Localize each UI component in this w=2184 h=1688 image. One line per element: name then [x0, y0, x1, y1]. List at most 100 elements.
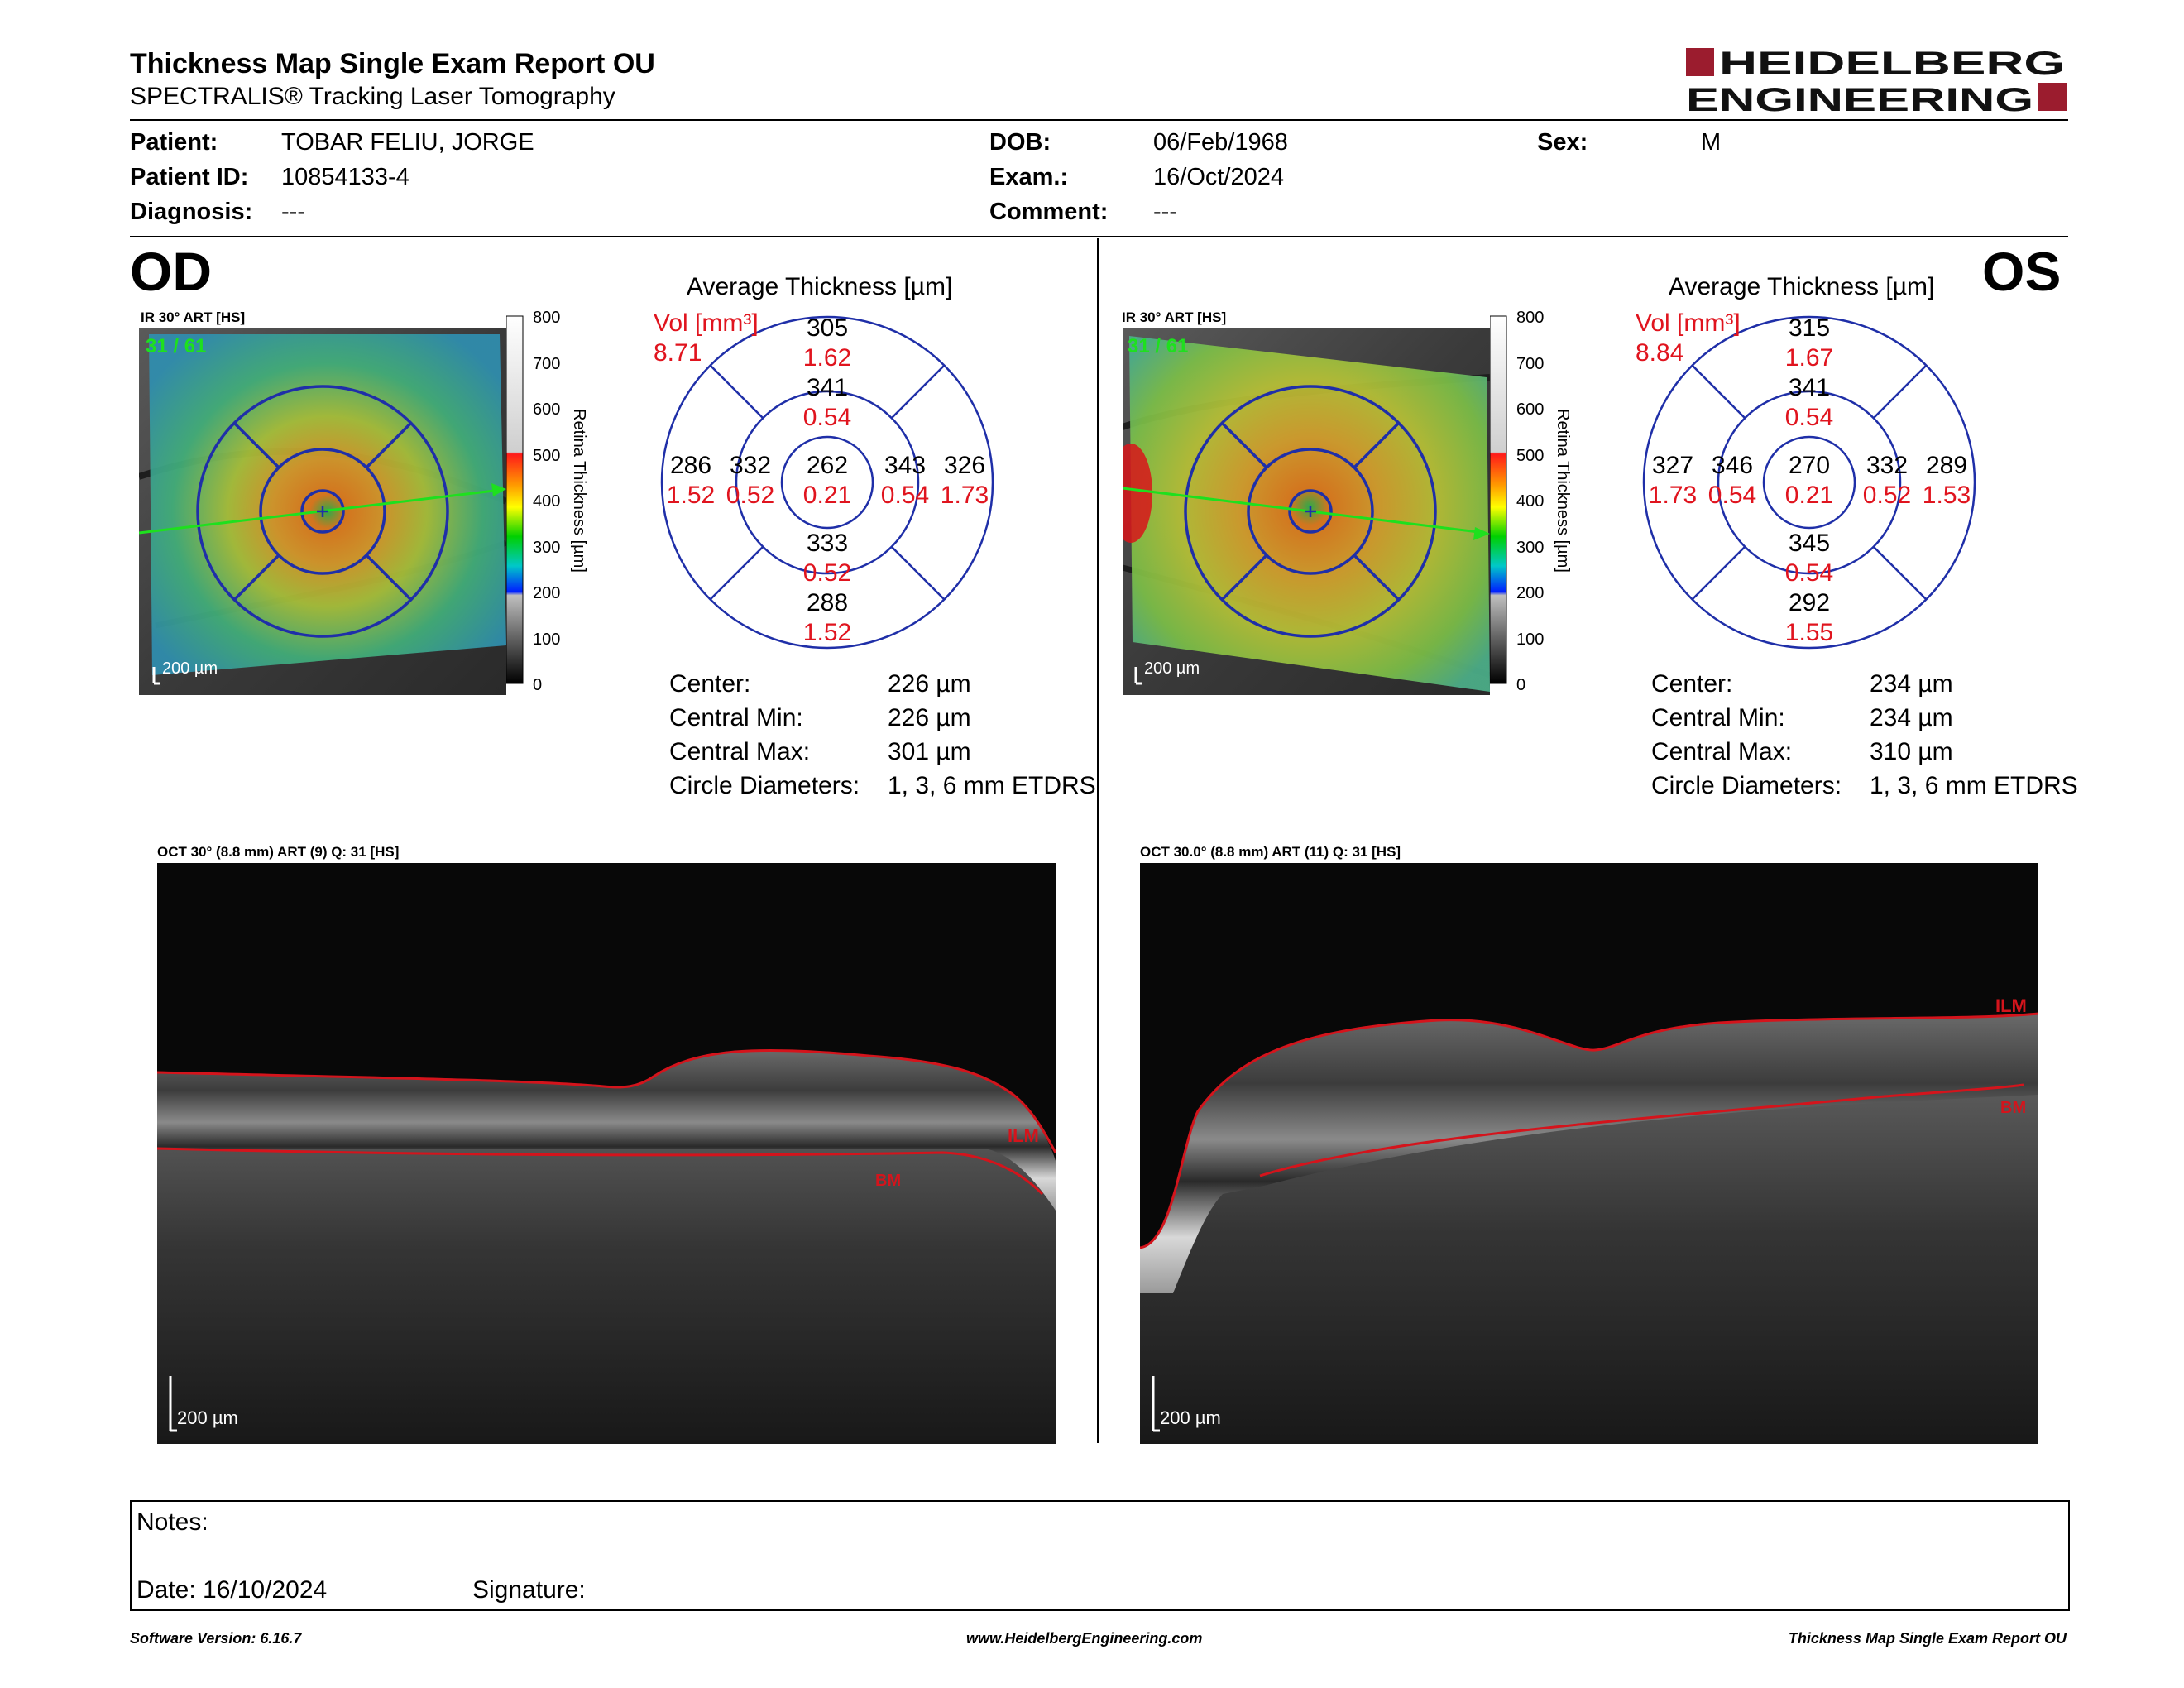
os-central-max-value: 310 µm — [1870, 738, 1953, 765]
od-center-thickness: 262 — [807, 452, 848, 479]
footer-website[interactable]: www.HeidelbergEngineering.com — [966, 1630, 1203, 1647]
sex-value: M — [1701, 129, 1722, 156]
od-colorbar: 800 700 600 500 400 300 200 100 0 Retina… — [506, 311, 588, 692]
os-inner-right-volume: 0.52 — [1863, 482, 1911, 509]
od-fundus-image: 31 / 61 200 µm — [139, 328, 506, 695]
os-outer-right-thickness: 289 — [1926, 452, 1967, 479]
os-fundus-image: 31 / 61 200 µm — [1123, 328, 1490, 695]
od-central-min-label: Central Min: — [669, 704, 803, 731]
os-oct-caption: OCT 30.0° (8.8 mm) ART (11) Q: 31 [HS] — [1140, 844, 1401, 860]
od-tick-400: 400 — [533, 492, 560, 511]
heidelberg-logo: HEIDELBERG ENGINEERING — [1686, 46, 2067, 116]
os-inner-left-volume: 0.54 — [1708, 482, 1756, 509]
od-oct-bscan: ILM BM 200 µm — [157, 863, 1056, 1444]
od-inner-inf-thickness: 333 — [807, 530, 848, 557]
diagnosis-value: --- — [281, 199, 305, 225]
od-counter: 31 / 61 — [146, 335, 206, 357]
os-tick-200: 200 — [1516, 584, 1544, 602]
notes-label: Notes: — [136, 1508, 208, 1536]
od-avg-title: Average Thickness [µm] — [687, 273, 953, 300]
od-oct-scalebar: 200 µm — [177, 1407, 238, 1428]
os-oct-scalebar: 200 µm — [1160, 1407, 1221, 1428]
os-inner-inf-volume: 0.54 — [1785, 559, 1833, 587]
exam-label: Exam.: — [989, 164, 1069, 190]
os-inner-right-thickness: 332 — [1866, 452, 1908, 479]
od-tick-200: 200 — [533, 584, 560, 602]
os-outer-sup-volume: 1.67 — [1785, 344, 1833, 372]
od-colorbar-title: Retina Thickness [µm] — [570, 409, 588, 573]
os-eye-label: OS — [1982, 241, 2062, 302]
od-ilm-label: ILM — [1008, 1125, 1039, 1146]
od-center-volume: 0.21 — [803, 482, 851, 509]
od-inner-sup-volume: 0.54 — [803, 404, 851, 431]
os-colorbar-title: Retina Thickness [µm] — [1554, 409, 1572, 573]
os-bm-label: BM — [2000, 1099, 2026, 1117]
os-etdrs-grid: Vol [mm³] 8.84 315 1.67 341 0.54 327 1.7… — [1636, 309, 1976, 650]
od-center-label: Center: — [669, 670, 751, 698]
od-outer-right-volume: 1.73 — [941, 482, 989, 509]
od-vol-label: Vol [mm³] — [654, 309, 759, 337]
od-tick-100: 100 — [533, 631, 560, 649]
os-center-volume: 0.21 — [1785, 482, 1833, 509]
os-inner-sup-volume: 0.54 — [1785, 404, 1833, 431]
comment-value: --- — [1153, 199, 1177, 225]
os-circle-diam-value: 1, 3, 6 mm ETDRS — [1870, 772, 2078, 799]
os-ir-caption: IR 30° ART [HS] — [1122, 309, 1227, 325]
logo-line2: ENGINEERING — [1686, 82, 2033, 116]
patient-value: TOBAR FELIU, JORGE — [281, 129, 534, 156]
notes-date: Date: 16/10/2024 — [136, 1576, 328, 1604]
dob-label: DOB: — [989, 129, 1051, 156]
os-central-min-label: Central Min: — [1651, 704, 1785, 731]
exam-value: 16/Oct/2024 — [1153, 164, 1284, 190]
od-outer-sup-thickness: 305 — [807, 314, 848, 342]
os-tick-0: 0 — [1516, 676, 1525, 692]
patient-label: Patient: — [130, 129, 218, 156]
footer-software-version: Software Version: 6.16.7 — [130, 1630, 302, 1647]
od-outer-inf-thickness: 288 — [807, 589, 848, 616]
os-center-label: Center: — [1651, 670, 1733, 698]
os-tick-400: 400 — [1516, 492, 1544, 511]
od-oct-caption: OCT 30° (8.8 mm) ART (9) Q: 31 [HS] — [157, 844, 400, 860]
os-outer-sup-thickness: 315 — [1789, 314, 1830, 342]
os-outer-left-thickness: 327 — [1652, 452, 1693, 479]
od-vol-value: 8.71 — [654, 339, 702, 367]
od-outer-sup-volume: 1.62 — [803, 344, 851, 372]
os-center-value: 234 µm — [1870, 670, 1953, 698]
os-tick-700: 700 — [1516, 355, 1544, 373]
od-outer-inf-volume: 1.52 — [803, 619, 851, 646]
od-tick-600: 600 — [533, 400, 560, 419]
os-inner-left-thickness: 346 — [1712, 452, 1753, 479]
od-central-max-value: 301 µm — [888, 738, 971, 765]
os-avg-title: Average Thickness [µm] — [1669, 273, 1935, 300]
od-tick-300: 300 — [533, 539, 560, 557]
od-tick-0: 0 — [533, 676, 542, 692]
os-outer-right-volume: 1.53 — [1923, 482, 1971, 509]
os-central-min-value: 234 µm — [1870, 704, 1953, 731]
os-vol-label: Vol [mm³] — [1636, 309, 1741, 337]
header-divider-top — [130, 119, 2068, 121]
diagnosis-label: Diagnosis: — [130, 199, 253, 225]
dob-value: 06/Feb/1968 — [1153, 129, 1288, 156]
od-inner-sup-thickness: 341 — [807, 374, 848, 401]
od-ir-caption: IR 30° ART [HS] — [141, 309, 246, 325]
os-central-max-label: Central Max: — [1651, 738, 1793, 765]
od-inner-right-volume: 0.54 — [881, 482, 929, 509]
os-center-thickness: 270 — [1789, 452, 1830, 479]
os-scalebar: 200 µm — [1144, 659, 1200, 678]
eye-separator — [1097, 238, 1099, 1443]
patient-id-label: Patient ID: — [130, 164, 249, 190]
notes-signature: Signature: — [472, 1576, 586, 1604]
os-colorbar: 800 700 600 500 400 300 200 100 0 Retina… — [1490, 311, 1572, 692]
od-inner-right-thickness: 343 — [884, 452, 926, 479]
report-title: Thickness Map Single Exam Report OU — [130, 48, 655, 79]
od-etdrs-grid: Vol [mm³] 8.71 305 1.62 341 0.54 286 1.5… — [654, 309, 994, 650]
od-tick-500: 500 — [533, 447, 560, 465]
patient-id-value: 10854133-4 — [281, 164, 410, 190]
logo-line1: HEIDELBERG — [1719, 46, 2065, 82]
notes-box: Notes: Date: 16/10/2024 Signature: — [130, 1500, 2070, 1611]
os-counter: 31 / 61 — [1128, 335, 1188, 357]
od-center-value: 226 µm — [888, 670, 971, 698]
os-tick-300: 300 — [1516, 539, 1544, 557]
od-inner-inf-volume: 0.52 — [803, 559, 851, 587]
od-scalebar: 200 µm — [162, 659, 218, 678]
